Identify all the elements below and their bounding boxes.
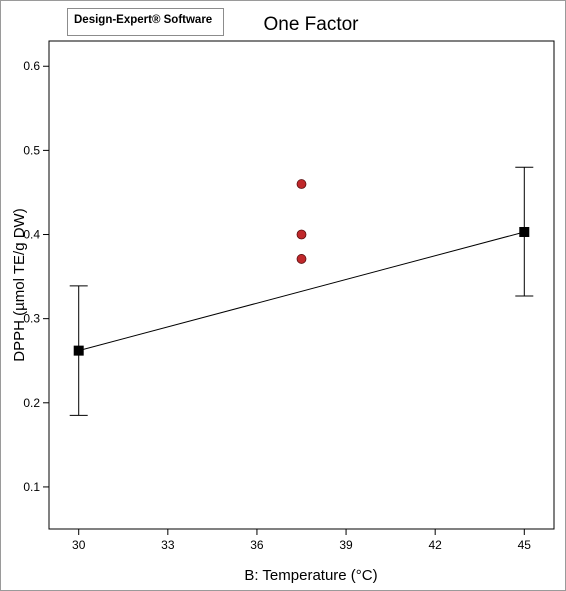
x-axis-label: B: Temperature (°C) [244,567,377,584]
software-label-box: Design-Expert® Software [67,8,224,36]
software-label: Design-Expert® Software [74,14,213,26]
y-tick-label-5: 0.6 [23,59,40,73]
y-axis-ticks: 0.1 0.2 0.3 0.4 0.5 0.6 [23,59,49,494]
y-tick-label-0: 0.1 [23,480,40,494]
y-tick-label-2: 0.3 [23,312,40,326]
x-tick-label-3: 39 [339,538,353,552]
x-axis-ticks: 30 33 36 39 42 45 [72,529,531,552]
chart-title: One Factor [263,14,359,35]
chart-marks [69,166,534,416]
x-tick-label-1: 33 [161,538,175,552]
prediction-point-1 [519,226,530,237]
design-point-1 [296,229,307,240]
prediction-line [78,231,525,352]
y-axis-label: DPPH (µmol TE/g DW) [11,208,28,361]
x-tick-label-2: 36 [250,538,264,552]
x-tick-label-0: 30 [72,538,86,552]
y-tick-label-1: 0.2 [23,396,40,410]
design-point-0 [296,179,307,189]
y-tick-label-4: 0.5 [23,143,40,157]
x-tick-label-4: 42 [428,538,442,552]
design-point-2 [296,254,307,264]
plot-area [48,40,555,530]
prediction-point-0 [73,345,84,356]
x-tick-label-5: 45 [518,538,532,552]
y-tick-label-3: 0.4 [23,228,40,242]
